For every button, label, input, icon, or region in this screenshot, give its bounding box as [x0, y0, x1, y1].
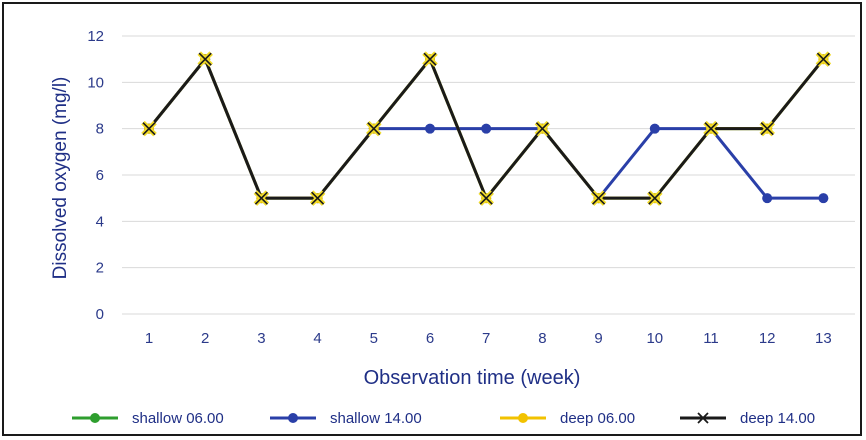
data-point: [649, 123, 660, 134]
x-axis-title: Observation time (week): [364, 367, 581, 389]
data-point: [762, 193, 773, 204]
legend-item: shallow 06.00: [72, 410, 224, 427]
legend-label: deep 14.00: [740, 410, 815, 427]
y-tick-label: 0: [96, 306, 104, 323]
x-tick-label: 9: [594, 330, 602, 347]
legend: shallow 06.00 shallow 14.00 deep 06.00 deep…: [72, 410, 815, 427]
legend-marker: [90, 413, 100, 423]
data-point: [760, 122, 774, 136]
legend-item: shallow 14.00: [270, 410, 422, 427]
y-tick-labels: 0 2 4 6 8 10 12: [87, 28, 104, 323]
x-tick-label: 8: [538, 330, 546, 347]
data-point: [535, 122, 549, 136]
y-tick-label: 6: [96, 167, 104, 184]
data-point: [367, 122, 381, 136]
data-point: [311, 191, 325, 205]
data-point: [648, 191, 662, 205]
data-point: [423, 52, 437, 66]
legend-marker: [697, 412, 709, 424]
x-tick-label: 2: [201, 330, 209, 347]
series-lines: [141, 51, 832, 206]
x-tick-label: 4: [313, 330, 321, 347]
x-tick-label: 12: [759, 330, 776, 347]
y-tick-label: 10: [87, 74, 104, 91]
x-tick-label: 6: [426, 330, 434, 347]
data-point: [704, 122, 718, 136]
legend-label: shallow 14.00: [330, 410, 422, 427]
x-tick-label: 13: [815, 330, 832, 347]
x-tick-labels: 1 2 3 4 5 6 7 8 9 10 11 12 13: [145, 330, 832, 347]
x-tick-label: 7: [482, 330, 490, 347]
y-tick-label: 12: [87, 28, 104, 45]
legend-item: deep 06.00: [500, 410, 635, 427]
chart-frame: [2, 2, 862, 436]
x-tick-label: 3: [257, 330, 265, 347]
data-point: [254, 191, 268, 205]
series-deep-14-00: [141, 51, 832, 206]
data-point: [425, 123, 435, 134]
legend-item: deep 14.00: [680, 410, 815, 427]
legend-label: deep 06.00: [560, 410, 635, 427]
legend-marker: [518, 413, 528, 423]
data-point: [592, 191, 606, 205]
x-tick-label: 1: [145, 330, 153, 347]
legend-label: shallow 06.00: [132, 410, 224, 427]
data-point: [142, 122, 156, 136]
y-tick-label: 8: [96, 121, 104, 138]
data-point: [198, 52, 212, 66]
data-point: [479, 191, 493, 205]
y-axis-title: Dissolved oxygen (mg/l): [50, 77, 71, 280]
y-tick-label: 4: [96, 213, 104, 230]
data-point: [816, 52, 830, 66]
data-point: [481, 123, 492, 134]
x-tick-label: 5: [370, 330, 378, 347]
x-tick-label: 11: [703, 330, 719, 347]
legend-marker: [288, 413, 298, 423]
data-point: [818, 193, 829, 204]
x-tick-label: 10: [646, 330, 663, 347]
gridlines: [122, 35, 855, 315]
y-tick-label: 2: [96, 260, 104, 277]
